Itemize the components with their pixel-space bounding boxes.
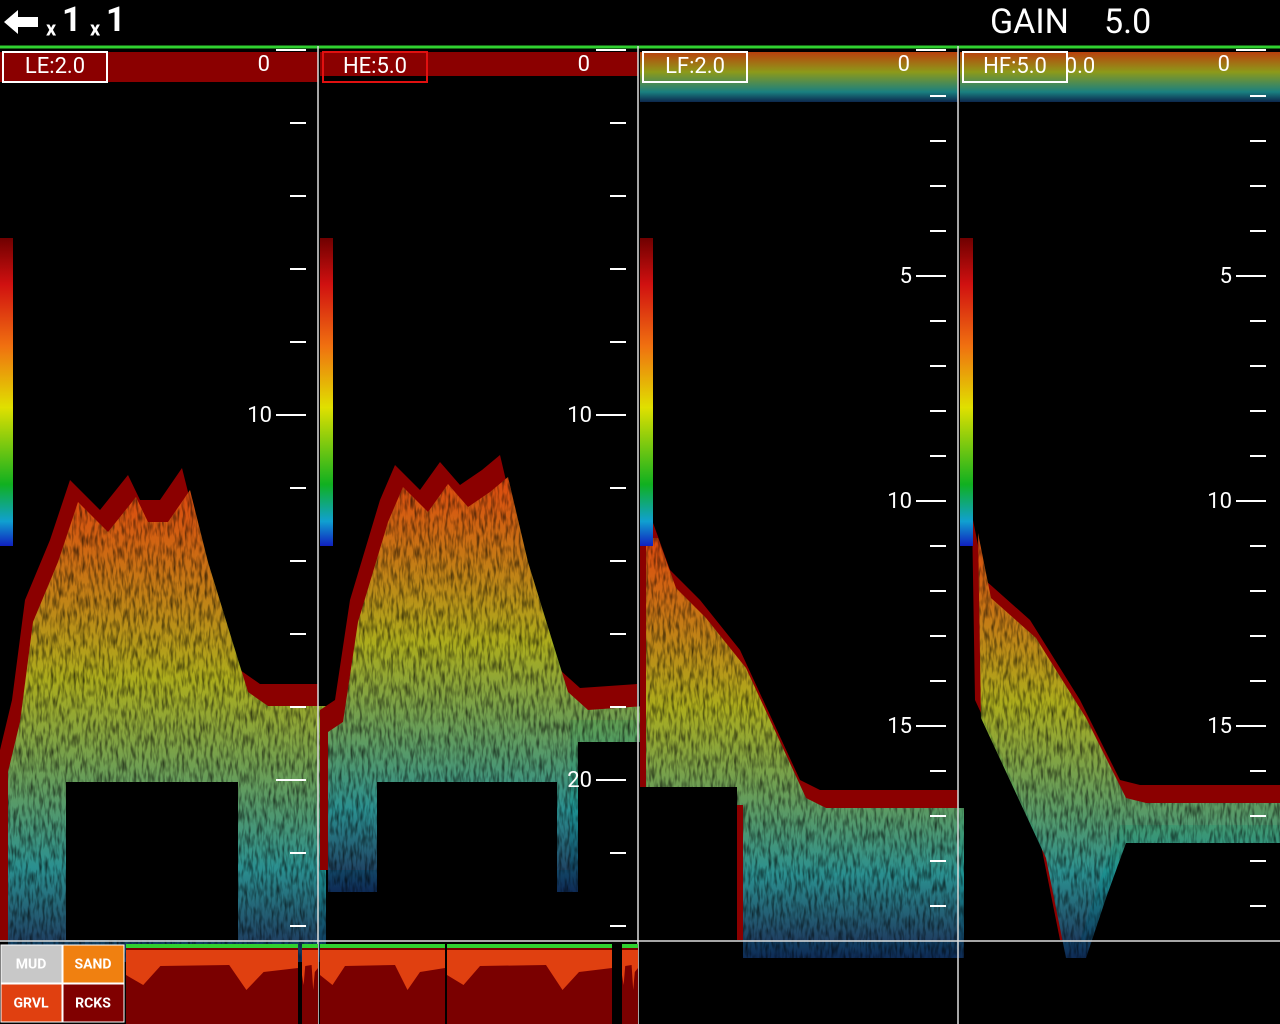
legend-label: MUD	[16, 957, 47, 973]
echogram	[0, 52, 1280, 962]
profile-top	[447, 944, 612, 948]
range-top: 0	[258, 52, 270, 77]
legend-swatch	[62, 983, 125, 1023]
zoom-prefix: x	[90, 16, 101, 40]
profile-layer	[320, 950, 445, 990]
mode-label: HF:5.0	[983, 54, 1047, 79]
range-top: 0	[578, 52, 590, 77]
depth-label: 10	[567, 403, 592, 428]
legend-label: RCKS	[75, 996, 111, 1012]
surface-echo	[640, 52, 958, 102]
zoom-prefix: x	[46, 16, 57, 40]
profile-layer	[447, 950, 612, 990]
depth-label: 5	[900, 264, 912, 289]
shadow	[640, 787, 737, 940]
surface-echo	[0, 52, 318, 82]
legend-swatch	[0, 944, 63, 984]
mode-label: LE:2.0	[25, 54, 85, 79]
profile-top	[320, 944, 445, 948]
profile-top	[622, 944, 638, 948]
surface-echo	[320, 52, 638, 76]
color-bar	[320, 238, 333, 546]
profile-layer	[622, 950, 638, 990]
offset-label: 0.0	[1065, 54, 1096, 79]
zoom-value: 1	[106, 0, 126, 40]
gain-value: 5.0	[1104, 2, 1151, 42]
surface-echo	[960, 52, 1280, 102]
legend-label: GRVL	[13, 996, 49, 1012]
legend-label: SAND	[74, 957, 111, 973]
zoom-value: 1	[62, 0, 82, 40]
mode-box	[642, 51, 748, 83]
profile-layer	[302, 950, 318, 990]
mode-box	[962, 51, 1068, 83]
legend-swatch	[62, 944, 125, 984]
bottom-echo-speckle	[646, 538, 964, 958]
profile-top	[126, 944, 298, 948]
legend-swatch	[0, 983, 63, 1023]
bottom-echo-speckle	[978, 533, 1280, 958]
mode-label: LF:2.0	[665, 54, 725, 79]
range-top: 0	[1218, 52, 1230, 77]
depth-label: 20	[567, 768, 592, 793]
depth-label: 10	[1207, 489, 1232, 514]
mode-box	[322, 51, 428, 83]
profile-top	[302, 944, 318, 948]
color-bar	[640, 238, 653, 546]
profile-layer	[126, 950, 298, 990]
color-bar	[0, 238, 13, 546]
depth-label: 15	[1207, 714, 1232, 739]
shadow	[66, 782, 238, 940]
gain-label: GAIN	[990, 2, 1069, 42]
depth-label: 15	[887, 714, 912, 739]
depth-label: 10	[247, 403, 272, 428]
mode-box	[2, 51, 108, 83]
depth-label: 5	[1220, 264, 1232, 289]
shadow	[377, 782, 557, 940]
range-top: 0	[898, 52, 910, 77]
depth-label: 10	[887, 489, 912, 514]
back-arrow[interactable]	[4, 10, 38, 34]
color-bar	[960, 238, 973, 546]
mode-label: HE:5.0	[343, 54, 407, 79]
